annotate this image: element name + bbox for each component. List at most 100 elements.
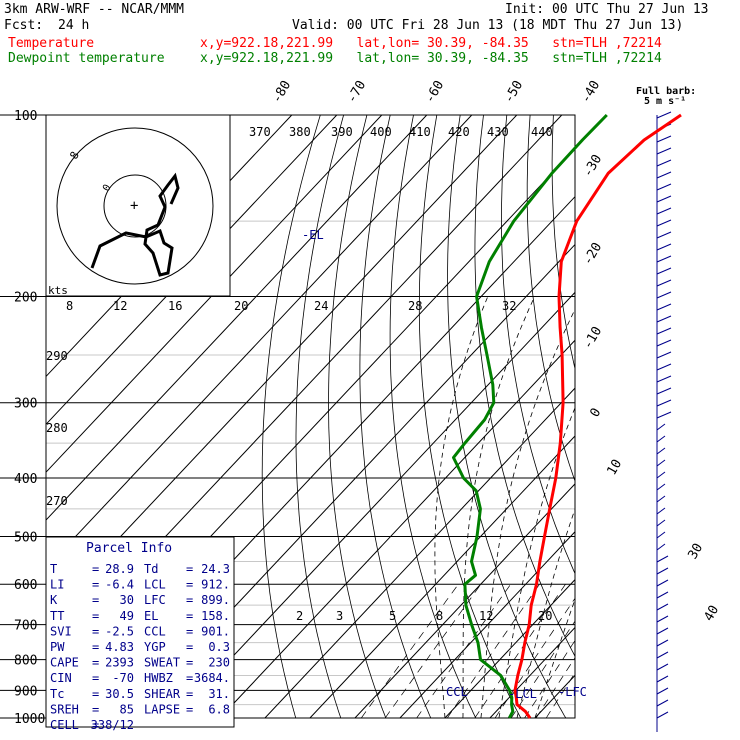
dewpoint-legend: Dewpoint temperature: [8, 51, 165, 66]
wind-barb: [656, 255, 672, 263]
parcel-field-value: 85: [120, 702, 134, 716]
parcel-field-value: 4.83: [105, 640, 134, 654]
mixing-ratio-line: [524, 639, 575, 718]
theta-label: 370: [249, 125, 271, 139]
isotherm-label: 30: [685, 541, 706, 562]
dry-adiabat: [295, 115, 344, 718]
parcel-field-name: Tc: [50, 687, 64, 701]
parcel-field-value: 3684.: [194, 671, 230, 685]
parcel-field-value: 901.: [201, 624, 230, 638]
mixing-ratio-label: 3: [336, 609, 343, 623]
isotherm: [46, 115, 338, 426]
isotherm: [625, 115, 740, 718]
hodograph-units: kts: [48, 284, 68, 297]
parcel-equals: =: [92, 718, 99, 732]
parcel-field-name: LCL: [144, 578, 166, 592]
parcel-equals: =: [92, 656, 99, 670]
wind-barb: [656, 519, 666, 527]
parcel-field-name: PW: [50, 640, 65, 654]
parcel-field-name: CAPE: [50, 656, 79, 670]
isotherm-label: 0: [587, 406, 604, 420]
moist-adiabat: [534, 598, 575, 718]
theta-label: 420: [448, 125, 470, 139]
parcel-field-name: LFC: [144, 593, 166, 607]
wind-barb: [656, 243, 672, 251]
wind-barb: [656, 471, 666, 479]
mixing-ratio-label: 12: [113, 299, 127, 313]
mixing-ratio-label: 2: [296, 609, 303, 623]
pressure-label: 600: [14, 578, 37, 593]
parcel-field-name: SREH: [50, 702, 79, 716]
dry-adiabat: [500, 115, 575, 575]
wind-barb: [656, 567, 669, 575]
parcel-field-value: -70: [112, 671, 134, 685]
parcel-field-value: -6.4: [105, 578, 134, 592]
wind-barb: [656, 219, 672, 227]
parcel-field-name: SHEAR: [144, 687, 181, 701]
mixing-ratio-label: 20: [538, 609, 552, 623]
parcel-equals: =: [92, 702, 99, 716]
hodograph-box: [45, 114, 231, 297]
mixing-ratio-label: 12: [479, 609, 493, 623]
temperature-location: x,y=922.18,221.99 lat,lon= 30.39, -84.35…: [200, 36, 662, 51]
parcel-equals: =: [92, 671, 99, 685]
dry-adiabat: [474, 115, 575, 658]
dry-adiabat: [623, 115, 740, 718]
pressure-label: 200: [14, 291, 37, 306]
theta-label: 270: [46, 494, 68, 508]
parcel-equals: =: [186, 640, 193, 654]
wind-barb: [656, 423, 666, 431]
wind-barb: [656, 543, 666, 551]
isotherm: [309, 435, 575, 718]
theta-label: 280: [46, 421, 68, 435]
wind-barb: [656, 207, 672, 215]
wind-barb: [656, 435, 666, 443]
isotherm-label: -10: [580, 324, 605, 352]
theta-label: 380: [289, 125, 311, 139]
dry-adiabat: [551, 115, 575, 371]
theta-label: 410: [409, 125, 431, 139]
wind-key-label: Full barb:: [636, 86, 696, 97]
wind-barb: [656, 183, 672, 191]
mixing-ratio-line: [535, 657, 575, 718]
mixing-ratio-label: 20: [234, 299, 248, 313]
mixing-ratio-label: 28: [408, 299, 422, 313]
parcel-field-value: 230: [208, 656, 230, 670]
isotherm-label: 10: [604, 457, 625, 478]
isotherm: [534, 674, 575, 718]
isotherm: [46, 115, 383, 473]
parcel-equals: =: [186, 624, 193, 638]
parcel-equals: =: [186, 562, 193, 576]
parcel-field-value: 6.8: [208, 702, 230, 716]
dry-adiabat: [328, 115, 387, 718]
parcel-field-name: LI: [50, 578, 64, 592]
isotherm-label: -40: [578, 78, 603, 106]
parcel-field-value: -2.5: [105, 624, 134, 638]
parcel-equals: =: [186, 702, 193, 716]
moist-adiabat: [516, 507, 575, 718]
parcel-field-value: 31.: [208, 687, 230, 701]
isotherm-label: -50: [501, 78, 526, 106]
wind-barb: [656, 375, 672, 383]
wind-barb: [656, 363, 672, 371]
wind-barb: [656, 627, 669, 635]
wind-barb: [656, 267, 672, 275]
dry-adiabat: [261, 115, 321, 718]
isotherm: [46, 115, 518, 617]
dry-adiabat: [447, 115, 567, 718]
mixing-ratio-label: 32: [502, 299, 516, 313]
isotherm: [354, 483, 575, 718]
isotherm-label: -20: [580, 240, 605, 268]
lfc-label: -LFC: [558, 685, 587, 699]
parcel-field-value: 24.3: [201, 562, 230, 576]
dry-adiabat: [526, 115, 575, 483]
isotherm: [399, 531, 575, 718]
parcel-field-name: K: [50, 593, 58, 607]
dry-adiabat: [693, 115, 740, 718]
el-label: -EL: [302, 228, 324, 242]
parcel-equals: =: [186, 687, 193, 701]
parcel-field-value: 912.: [201, 578, 230, 592]
mixing-ratio-label: 16: [168, 299, 182, 313]
moist-adiabat: [462, 296, 535, 718]
wind-barb: [656, 231, 672, 239]
